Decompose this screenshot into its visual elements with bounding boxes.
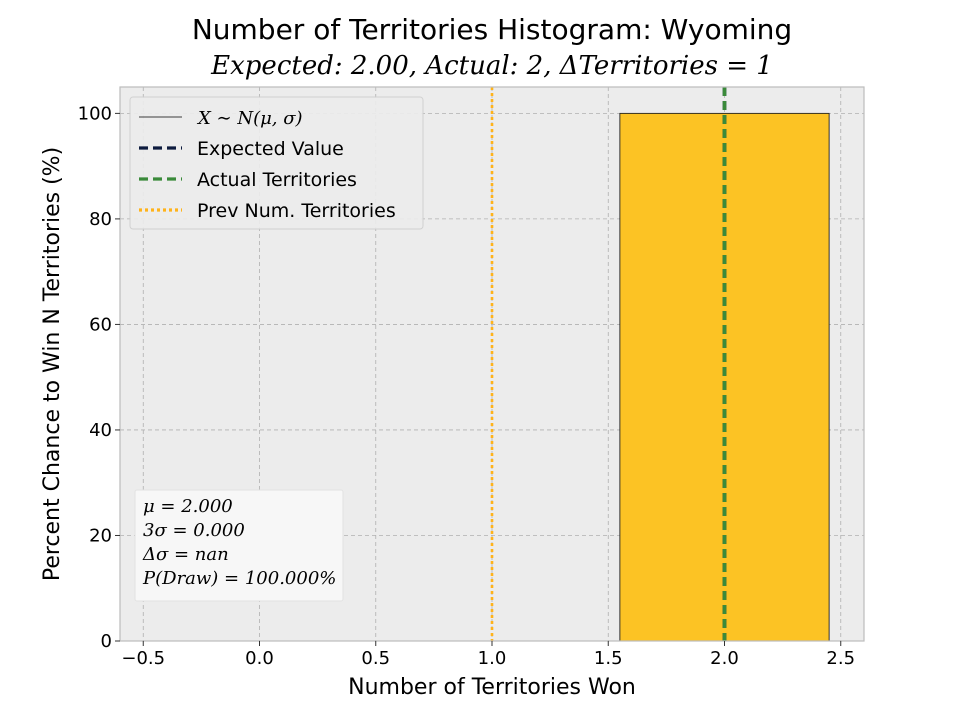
stats-box-background	[134, 489, 344, 602]
stats-line: Δσ = nan	[142, 544, 229, 565]
y-axis-ticks: 0 20 40 60 80 100	[78, 103, 120, 652]
x-tick-label: 2.5	[826, 648, 855, 669]
stats-line: 3σ = 0.000	[143, 520, 245, 541]
stats-line: P(Draw) = 100.000%	[142, 568, 336, 589]
y-tick-label: 20	[89, 525, 112, 546]
x-axis-label: Number of Territories Won	[348, 675, 636, 700]
y-tick-label: 40	[89, 420, 112, 441]
x-tick-label: 0.0	[245, 648, 274, 669]
legend-label: Expected Value	[197, 138, 344, 160]
legend-label: Prev Num. Territories	[197, 200, 396, 222]
y-axis-label: Percent Chance to Win N Territories (%)	[40, 147, 65, 581]
legend-label: Actual Territories	[197, 169, 357, 191]
stats-box: μ = 2.000 3σ = 0.000 Δσ = nan P(Draw) = 100…	[134, 489, 344, 602]
y-tick-label: 80	[89, 209, 112, 230]
y-tick-label: 0	[101, 631, 112, 652]
reference-lines	[490, 87, 727, 641]
x-axis-ticks: −0.5 0.0 0.5 1.0 1.5 2.0 2.5	[121, 641, 855, 669]
legend: X ∼ N(μ, σ) Expected Value Actual Territor…	[129, 96, 424, 230]
chart-title: Number of Territories Histogram: Wyoming	[192, 13, 792, 46]
x-tick-label: −0.5	[121, 648, 165, 669]
y-tick-label: 60	[89, 314, 112, 335]
chart-subtitle: Expected: 2.00, Actual: 2, ΔTerritories …	[210, 51, 773, 81]
x-tick-label: 2.0	[710, 648, 739, 669]
x-tick-label: 1.5	[594, 648, 623, 669]
x-tick-label: 1.0	[478, 648, 507, 669]
y-tick-label: 100	[78, 103, 112, 124]
legend-box	[129, 96, 424, 230]
legend-label: X ∼ N(μ, σ)	[196, 108, 303, 129]
x-tick-label: 0.5	[361, 648, 390, 669]
stats-line: μ = 2.000	[143, 496, 233, 517]
